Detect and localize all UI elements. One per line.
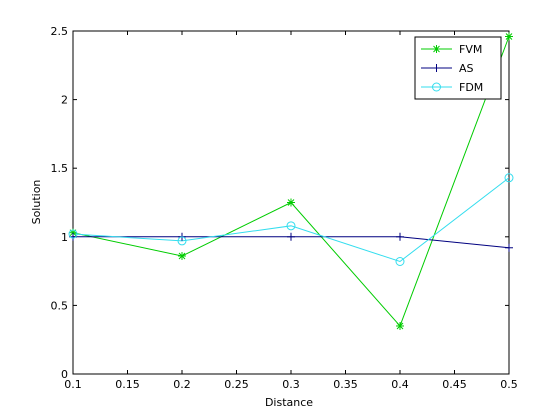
y-tick-label: 1 [61,231,68,244]
x-tick-label: 0.5 [500,378,518,391]
legend-label: FDM [459,81,483,94]
data-point-fvm [396,321,404,330]
data-point-fdm [504,173,514,183]
legend-label: AS [459,62,474,75]
data-point-fvm [505,32,513,41]
x-axis-ticks: 0.1 0.15 0.2 0.25 0.3 0.35 0.4 0.45 0.5 [64,31,518,391]
data-point-fvm [178,252,186,261]
data-point-fdm [68,229,78,239]
y-tick-label: 2.5 [51,25,69,38]
x-axis-title: Distance [265,396,313,409]
data-point-fvm [287,198,295,207]
y-tick-label: 1.5 [51,162,69,175]
data-point-as [287,232,295,241]
y-tick-label: 2 [61,94,68,107]
legend-item-fvm: FVM [421,43,482,56]
data-point-fdm [286,221,296,231]
x-tick-label: 0.35 [333,378,358,391]
y-axis-ticks: 0 0.5 1 1.5 2 2.5 [51,25,509,381]
legend-item-as: AS [421,62,474,75]
legend-marker [432,64,441,72]
x-tick-label: 0.3 [282,378,300,391]
legend: FVM AS FDM [414,36,502,100]
x-tick-label: 0.25 [224,378,249,391]
legend-item-fdm: FDM [421,81,483,94]
data-point-as [505,243,513,252]
x-tick-label: 0.45 [442,378,467,391]
legend-marker [432,82,441,92]
legend-marker [432,45,441,53]
y-tick-label: 0 [61,368,68,381]
x-tick-label: 0.15 [115,378,140,391]
x-tick-label: 0.4 [391,378,409,391]
marker-layer [68,32,514,330]
x-tick-label: 0.2 [173,378,191,391]
legend-label: FVM [459,43,482,56]
data-point-as [396,232,404,241]
x-tick-label: 0.1 [64,378,82,391]
series-line-fdm [73,177,509,263]
data-point-fdm [177,236,187,246]
y-axis-title: Solution [30,180,43,225]
data-point-fdm [395,256,405,266]
y-tick-label: 0.5 [51,299,69,312]
